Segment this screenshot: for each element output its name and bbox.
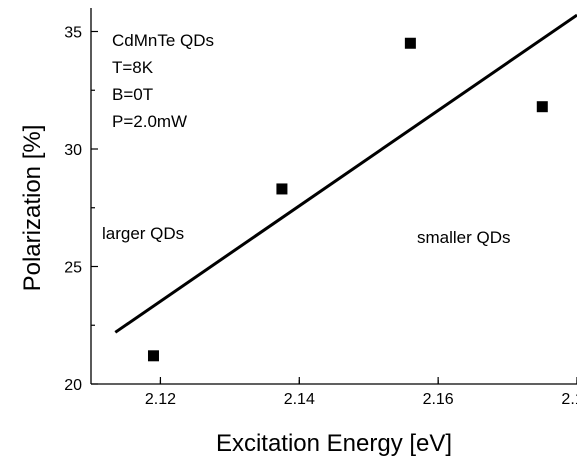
y-axis: 20 25 30 35 bbox=[64, 25, 98, 394]
fit-line bbox=[114, 13, 577, 334]
data-points bbox=[147, 37, 548, 362]
data-point bbox=[536, 101, 548, 113]
info-line-1: CdMnTe QDs bbox=[112, 31, 214, 50]
y-tick-label: 30 bbox=[64, 142, 82, 159]
x-tick-label: 2.12 bbox=[145, 391, 176, 408]
annotation-smaller-qds: smaller QDs bbox=[417, 228, 511, 247]
info-line-4: P=2.0mW bbox=[112, 112, 187, 131]
y-axis-title: Polarization [%] bbox=[19, 125, 46, 292]
data-point bbox=[404, 37, 416, 49]
info-line-3: B=0T bbox=[112, 85, 153, 104]
data-point bbox=[147, 350, 159, 362]
y-tick-label: 35 bbox=[64, 25, 82, 42]
x-tick-label: 2.18 bbox=[561, 391, 577, 408]
x-axis-title: Excitation Energy [eV] bbox=[216, 430, 452, 457]
annotation-larger-qds: larger QDs bbox=[102, 224, 184, 243]
x-axis: 2.12 2.14 2.16 2.18 bbox=[145, 377, 577, 408]
x-tick-label: 2.14 bbox=[284, 391, 315, 408]
plot-frame bbox=[90, 8, 577, 385]
y-tick-label: 25 bbox=[64, 260, 82, 277]
x-tick-label: 2.16 bbox=[423, 391, 454, 408]
y-tick-label: 20 bbox=[64, 377, 82, 394]
info-line-2: T=8K bbox=[112, 58, 154, 77]
data-point bbox=[276, 183, 288, 195]
fit-line-group bbox=[114, 13, 577, 334]
